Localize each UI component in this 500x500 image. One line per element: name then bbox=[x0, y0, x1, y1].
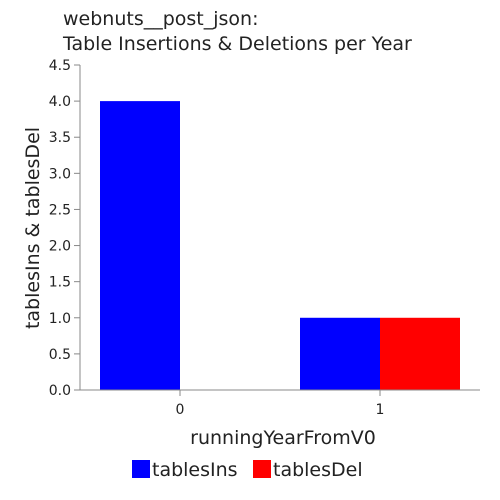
legend-swatch-tablesDel bbox=[253, 460, 271, 478]
y-axis-title: tablesIns & tablesDel bbox=[22, 127, 44, 329]
bar-tablesIns-1 bbox=[300, 317, 380, 390]
y-tick-label: 2.5 bbox=[49, 202, 71, 218]
y-tick-label: 3.5 bbox=[49, 130, 71, 146]
bar-tablesDel-1 bbox=[380, 317, 460, 390]
x-tick-label: 0 bbox=[176, 402, 185, 418]
y-tick-label: 2.0 bbox=[49, 239, 71, 255]
chart-title-line-2: Table Insertions & Deletions per Year bbox=[62, 33, 412, 55]
y-tick-label: 4.0 bbox=[49, 94, 71, 110]
y-tick-label: 0.0 bbox=[49, 383, 71, 399]
legend-label-tablesIns: tablesIns bbox=[152, 459, 238, 481]
x-tick-label: 1 bbox=[376, 402, 385, 418]
y-tick-label: 1.5 bbox=[49, 275, 71, 291]
y-axis-ticks: 0.0 0.5 1.0 1.5 2.0 2.5 3.0 3.5 4.0 4.5 bbox=[49, 58, 80, 399]
y-tick-label: 4.5 bbox=[49, 58, 71, 74]
chart-title-line-1: webnuts__post_json: bbox=[63, 8, 259, 30]
legend-label-tablesDel: tablesDel bbox=[273, 459, 363, 481]
y-tick-label: 1.0 bbox=[49, 311, 71, 327]
legend: tablesIns tablesDel bbox=[132, 459, 363, 481]
bars-group bbox=[100, 101, 460, 390]
y-tick-label: 0.5 bbox=[49, 347, 71, 363]
y-tick-label: 3.0 bbox=[49, 166, 71, 182]
legend-swatch-tablesIns bbox=[132, 460, 150, 478]
bar-tablesIns-0 bbox=[100, 101, 180, 390]
x-axis-title: runningYearFromV0 bbox=[190, 427, 376, 449]
